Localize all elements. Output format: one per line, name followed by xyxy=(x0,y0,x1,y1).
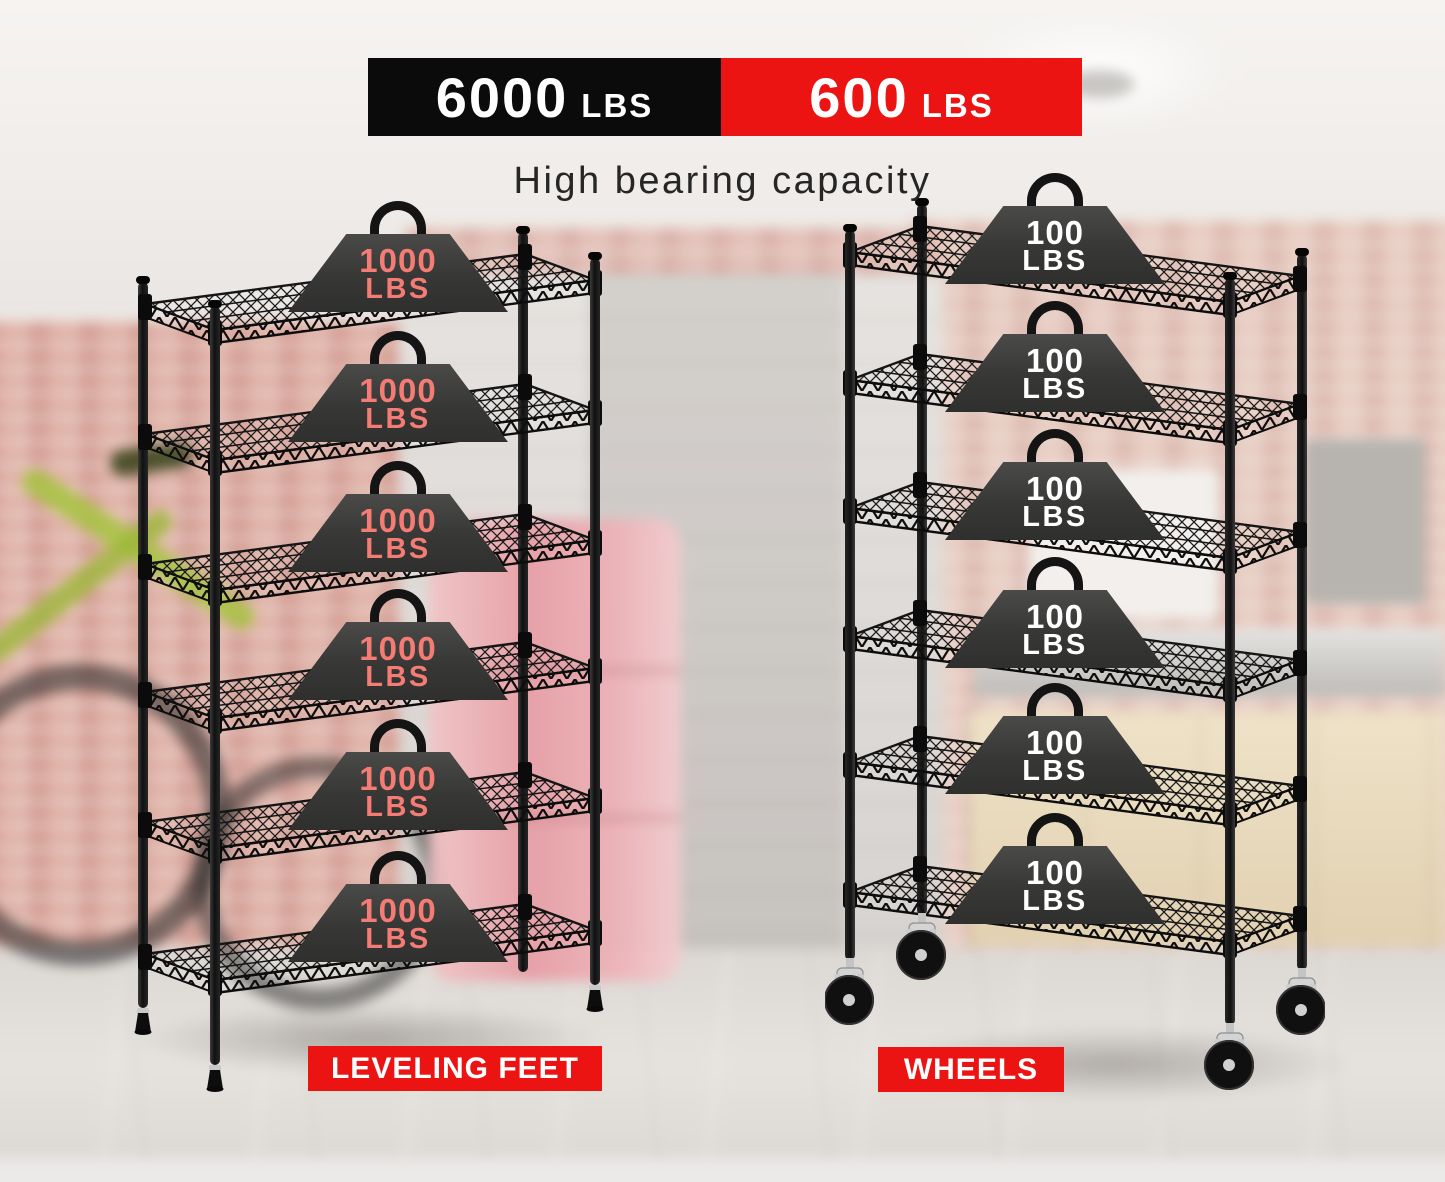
caption-leveling-feet: LEVELING FEET xyxy=(308,1046,602,1091)
weight-unit: LBS xyxy=(1022,500,1088,533)
capacity-value-left: 6000 xyxy=(435,65,569,129)
shelf-weight: 1000 LBS xyxy=(288,719,508,830)
rack-leveling-feet: 1000 LBS 1000 LBS 1000 LBS 1000 LBS 1000 LBS … xyxy=(120,180,620,1156)
weight-handle xyxy=(370,851,426,887)
weight-unit: LBS xyxy=(1022,244,1088,277)
weight-unit: LBS xyxy=(1022,754,1088,787)
weight-value: 100 xyxy=(1025,213,1085,251)
weight-unit: LBS xyxy=(365,402,431,435)
capacity-unit-left: LBS xyxy=(581,86,654,124)
shelf-weight: 1000 LBS xyxy=(288,201,508,312)
weight-handle xyxy=(1027,813,1083,849)
weight-value: 1000 xyxy=(359,371,437,409)
caption-wheels: WHEELS xyxy=(878,1047,1064,1092)
subtitle: High bearing capacity xyxy=(513,160,932,202)
weight-unit: LBS xyxy=(365,790,431,823)
shelf-weight: 100 LBS xyxy=(945,429,1165,540)
shelf-weight: 100 LBS xyxy=(945,301,1165,412)
weight-handle xyxy=(1027,683,1083,719)
capacity-badge-left: 6000 LBS xyxy=(368,58,721,136)
weight-value: 100 xyxy=(1025,341,1085,379)
weight-handle xyxy=(370,201,426,237)
weight-value: 100 xyxy=(1025,853,1085,891)
weight-value: 100 xyxy=(1025,597,1085,635)
wire-rack-graphic-left xyxy=(134,226,604,1092)
capacity-unit-right: LBS xyxy=(921,86,994,124)
weight-value: 100 xyxy=(1025,723,1085,761)
shelf-weight: 1000 LBS xyxy=(288,851,508,962)
weight-value: 100 xyxy=(1025,469,1085,507)
weight-unit: LBS xyxy=(1022,884,1088,917)
caster-wheel xyxy=(896,913,946,980)
weight-value: 1000 xyxy=(359,891,437,929)
shelf-weight: 1000 LBS xyxy=(288,461,508,572)
caster-wheel xyxy=(825,958,874,1025)
rack-posts-front xyxy=(843,224,1237,1025)
weight-handle xyxy=(370,719,426,755)
weight-handle xyxy=(1027,557,1083,593)
rack-wheels: 100 LBS 100 LBS 100 LBS 100 LBS 100 LBS 100 LB… xyxy=(825,170,1325,1156)
shelf-weight: 100 LBS xyxy=(945,173,1165,284)
weight-handle xyxy=(1027,173,1083,209)
wire-rack-graphic-right xyxy=(825,198,1325,1156)
weight-unit: LBS xyxy=(365,272,431,305)
weight-unit: LBS xyxy=(1022,628,1088,661)
capacity-value-right: 600 xyxy=(809,65,909,129)
rack-posts-front xyxy=(208,252,602,1065)
shelf-weight: 1000 LBS xyxy=(288,331,508,442)
capacity-badges: 6000 LBS 600 LBS xyxy=(368,58,1082,136)
caster-wheel xyxy=(1276,968,1325,1035)
weight-unit: LBS xyxy=(365,532,431,565)
shelf-weight: 100 LBS xyxy=(945,557,1165,668)
caster-wheel xyxy=(1204,1023,1254,1090)
weight-value: 1000 xyxy=(359,759,437,797)
weight-unit: LBS xyxy=(365,660,431,693)
weight-handle xyxy=(1027,301,1083,337)
weight-handle xyxy=(370,461,426,497)
shelf-weight: 100 LBS xyxy=(945,813,1165,924)
weight-value: 1000 xyxy=(359,241,437,279)
weight-value: 1000 xyxy=(359,629,437,667)
shelf-weight: 1000 LBS xyxy=(288,589,508,700)
weight-unit: LBS xyxy=(365,922,431,955)
red-barrel xyxy=(429,519,681,981)
leveling-foot xyxy=(206,1065,224,1092)
leveling-foot xyxy=(586,985,604,1012)
weight-value: 1000 xyxy=(359,501,437,539)
weight-handle xyxy=(1027,429,1083,465)
wall-unit xyxy=(1304,439,1426,604)
weight-handle xyxy=(370,331,426,367)
shelf-weight: 100 LBS xyxy=(945,683,1165,794)
weight-unit: LBS xyxy=(1022,372,1088,405)
capacity-badge-right: 600 LBS xyxy=(721,58,1082,136)
leveling-foot xyxy=(134,1008,152,1035)
weight-handle xyxy=(370,589,426,625)
